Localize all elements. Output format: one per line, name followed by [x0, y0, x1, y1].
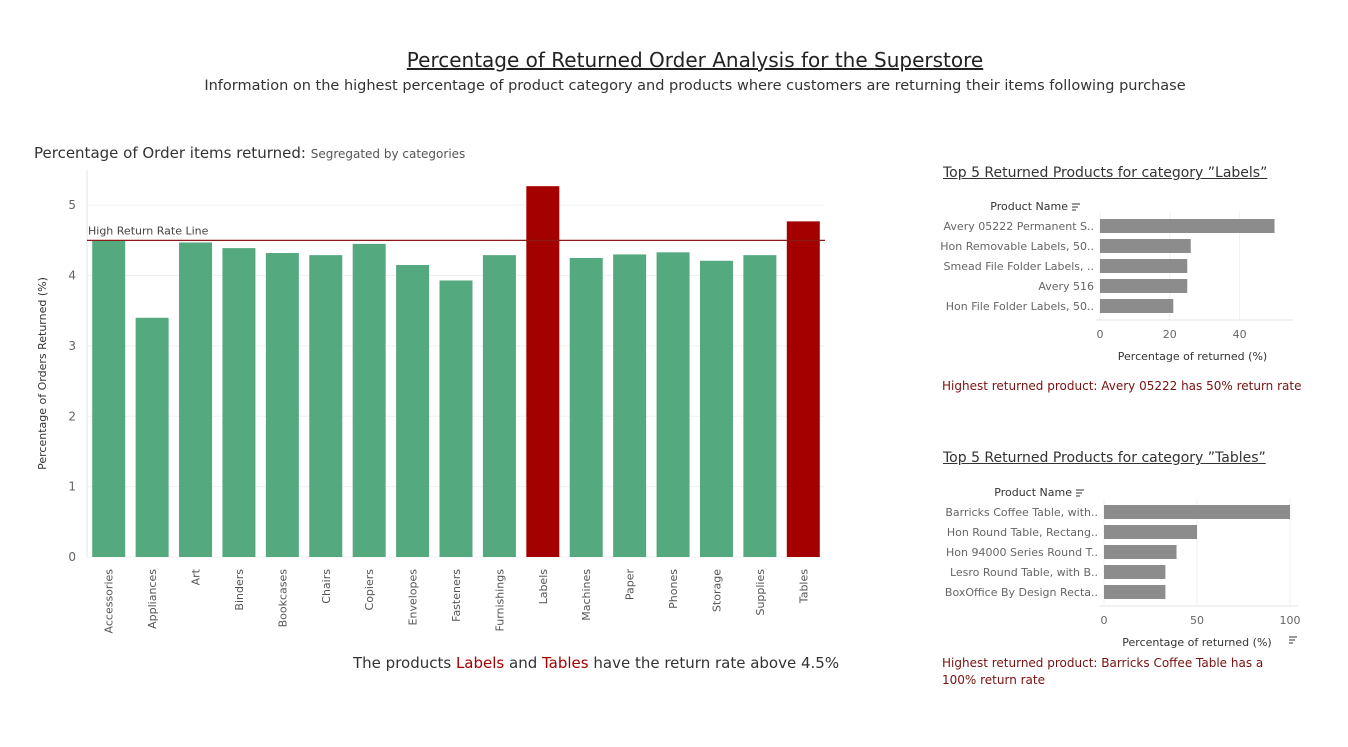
y-tick-label: 4	[68, 269, 76, 283]
main-chart-title-sub: Segregated by categories	[310, 147, 466, 161]
dashboard-title: Percentage of Returned Order Analysis fo…	[406, 48, 984, 72]
bar-fasteners	[439, 280, 473, 557]
caption-tables: Tables	[542, 654, 589, 672]
labels-row-label: Smead File Folder Labels, ..	[944, 260, 1094, 273]
labels-panel-note: Highest returned product: Avery 05222 ha…	[942, 379, 1302, 393]
tables-x-tick-label: 0	[1101, 614, 1108, 627]
y-tick-label: 0	[68, 550, 76, 564]
tables-row-label: Hon 94000 Series Round T..	[946, 546, 1098, 559]
tables-top5-chart: Product Name 0 50 100 Barricks Coffee Table,…	[945, 486, 1301, 649]
x-tick-label-envelopes: Envelopes	[407, 569, 420, 626]
x-tick-label-bookcases: Bookcases	[276, 569, 289, 628]
labels-row-label: Hon Removable Labels, 50..	[940, 240, 1094, 253]
bar-paper	[613, 254, 647, 557]
x-tick-label-machines: Machines	[580, 569, 593, 621]
caption-labels: Labels	[455, 654, 505, 672]
bar-labels	[526, 186, 560, 557]
tables-axis-sort-icon	[1289, 636, 1297, 644]
tables-panel-note: Highest returned product: Barricks Coffe…	[942, 656, 1264, 687]
labels-x-tick-label: 0	[1097, 328, 1104, 341]
bar-chairs	[309, 255, 343, 557]
x-tick-label-labels: Labels	[537, 569, 550, 605]
labels-x-tick-label: 40	[1233, 328, 1247, 341]
tables-x-tick-label: 100	[1280, 614, 1301, 627]
tables-bar	[1104, 585, 1166, 599]
labels-bar	[1100, 299, 1174, 313]
x-tick-label-accessories: Accessories	[103, 569, 116, 634]
labels-bar	[1100, 219, 1275, 233]
tables-panel-title: Top 5 Returned Products for category ”Ta…	[943, 450, 1266, 466]
labels-top5-chart: Product Name 0 20 40 Avery 05222 Permanent S…	[940, 200, 1293, 363]
labels-bar	[1100, 279, 1188, 293]
dashboard-subtitle: Information on the highest percentage of…	[204, 78, 1186, 94]
main-bar-chart: 0 1 2 3 4 5 Percentage of Orders Returned (%) A…	[36, 170, 825, 634]
labels-column-header: Product Name	[990, 200, 1068, 213]
labels-row-label: Avery 516	[1038, 280, 1094, 293]
y-tick-label: 5	[68, 198, 76, 212]
tables-row-label: Barricks Coffee Table, with..	[945, 506, 1098, 519]
reference-line-label: High Return Rate Line	[88, 224, 209, 237]
bar-copiers	[352, 243, 386, 557]
main-chart-title-text: Percentage of Order items returned:	[34, 144, 306, 162]
tables-x-axis-title: Percentage of returned (%)	[1122, 636, 1271, 649]
main-chart-caption: The products Labels and Tables have the …	[353, 654, 839, 672]
x-tick-label-binders: Binders	[233, 569, 246, 611]
main-chart-title: Percentage of Order items returned: Segr…	[34, 144, 465, 162]
x-tick-label-art: Art	[190, 568, 203, 585]
bar-envelopes	[396, 264, 430, 557]
tables-bar	[1104, 525, 1197, 539]
tables-bar	[1104, 545, 1177, 559]
caption-part2: have the return rate above 4.5%	[588, 654, 840, 672]
labels-row-label: Hon File Folder Labels, 50..	[946, 300, 1094, 313]
bar-art	[179, 242, 213, 557]
labels-row-label: Avery 05222 Permanent S..	[944, 220, 1094, 233]
labels-x-tick-label: 20	[1163, 328, 1177, 341]
labels-x-axis-title: Percentage of returned (%)	[1118, 350, 1267, 363]
bar-supplies	[743, 255, 777, 557]
x-tick-label-copiers: Copiers	[363, 569, 376, 611]
caption-and: and	[504, 654, 542, 672]
y-tick-label: 3	[68, 339, 76, 353]
x-tick-label-phones: Phones	[667, 569, 680, 609]
labels-bar	[1100, 259, 1188, 273]
bar-tables	[786, 221, 820, 557]
x-tick-label-storage: Storage	[710, 569, 723, 612]
y-tick-label: 1	[68, 480, 76, 494]
x-tick-label-chairs: Chairs	[320, 569, 333, 604]
labels-panel-title: Top 5 Returned Products for category ”La…	[943, 165, 1268, 181]
bar-phones	[656, 252, 690, 558]
bar-bookcases	[265, 253, 299, 557]
x-tick-label-furnishings: Furnishings	[493, 569, 506, 632]
bar-storage	[699, 260, 733, 557]
tables-sort-icon	[1076, 489, 1084, 497]
tables-bar	[1104, 565, 1166, 579]
caption-part1: The products	[353, 654, 456, 672]
bar-accessories	[92, 240, 126, 557]
x-tick-label-supplies: Supplies	[754, 569, 767, 616]
tables-row-label: Lesro Round Table, with B..	[950, 566, 1098, 579]
x-tick-label-tables: Tables	[797, 569, 810, 604]
tables-bar	[1104, 505, 1290, 519]
tables-row-label: Hon Round Table, Rectang..	[947, 526, 1098, 539]
bar-furnishings	[482, 255, 516, 557]
bar-machines	[569, 257, 603, 557]
y-tick-label: 2	[68, 409, 76, 423]
y-axis-title: Percentage of Orders Returned (%)	[36, 277, 49, 470]
tables-row-label: BoxOffice By Design Recta..	[945, 586, 1098, 599]
bar-appliances	[135, 317, 169, 557]
labels-bar	[1100, 239, 1191, 253]
bar-binders	[222, 248, 256, 557]
tables-x-tick-label: 50	[1190, 614, 1204, 627]
labels-sort-icon	[1072, 203, 1080, 211]
x-tick-label-fasteners: Fasteners	[450, 569, 463, 622]
x-tick-label-paper: Paper	[624, 569, 637, 601]
x-tick-label-appliances: Appliances	[146, 569, 159, 629]
tables-column-header: Product Name	[994, 486, 1072, 499]
